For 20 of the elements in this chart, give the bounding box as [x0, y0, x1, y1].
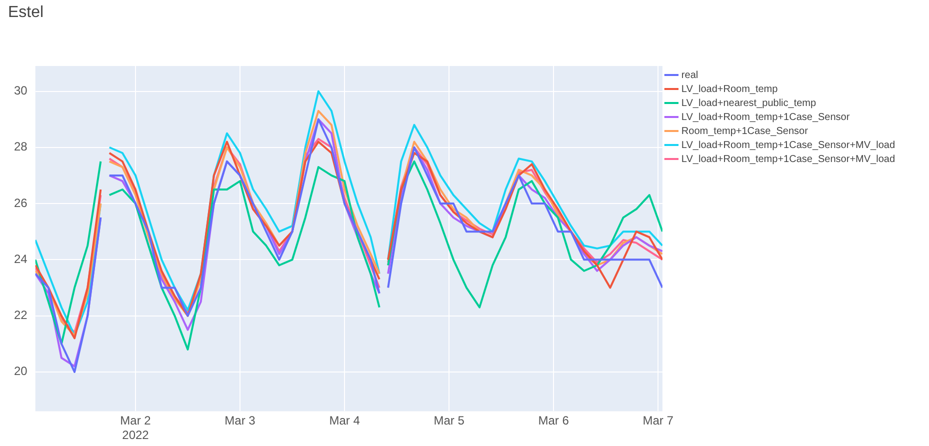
y-tick-label: 30 [14, 84, 28, 98]
y-tick-label: 28 [14, 140, 28, 154]
y-tick-label: 24 [14, 252, 28, 266]
x-tick-label: Mar 2 2022 [120, 414, 152, 442]
legend-label: Room_temp+1Case_Sensor [681, 126, 809, 137]
legend-label: real [681, 70, 698, 81]
y-tick-label: 26 [14, 196, 28, 210]
legend-label: LV_load+Room_temp+1Case_Sensor+MV_load [681, 140, 896, 151]
x-tick-label: Mar 7 [642, 414, 674, 428]
y-tick-label: 22 [14, 308, 28, 322]
legend-label: LV_load+Room_temp [681, 84, 778, 95]
legend-label: LV_load+Room_temp+1Case_Sensor [681, 112, 850, 123]
x-tick-label: Mar 3 [224, 414, 256, 428]
y-tick-label: 20 [14, 364, 28, 378]
x-tick-label: Mar 4 [329, 414, 360, 428]
chart-title: Estel [8, 4, 44, 22]
x-tick-label: Mar 5 [434, 414, 465, 428]
legend-label: LV_load+nearest_public_temp [681, 98, 817, 109]
legend-label: LV_load+Room_temp+1Case_Sensor+MV_load [681, 154, 896, 165]
x-tick-label: Mar 6 [538, 414, 570, 428]
